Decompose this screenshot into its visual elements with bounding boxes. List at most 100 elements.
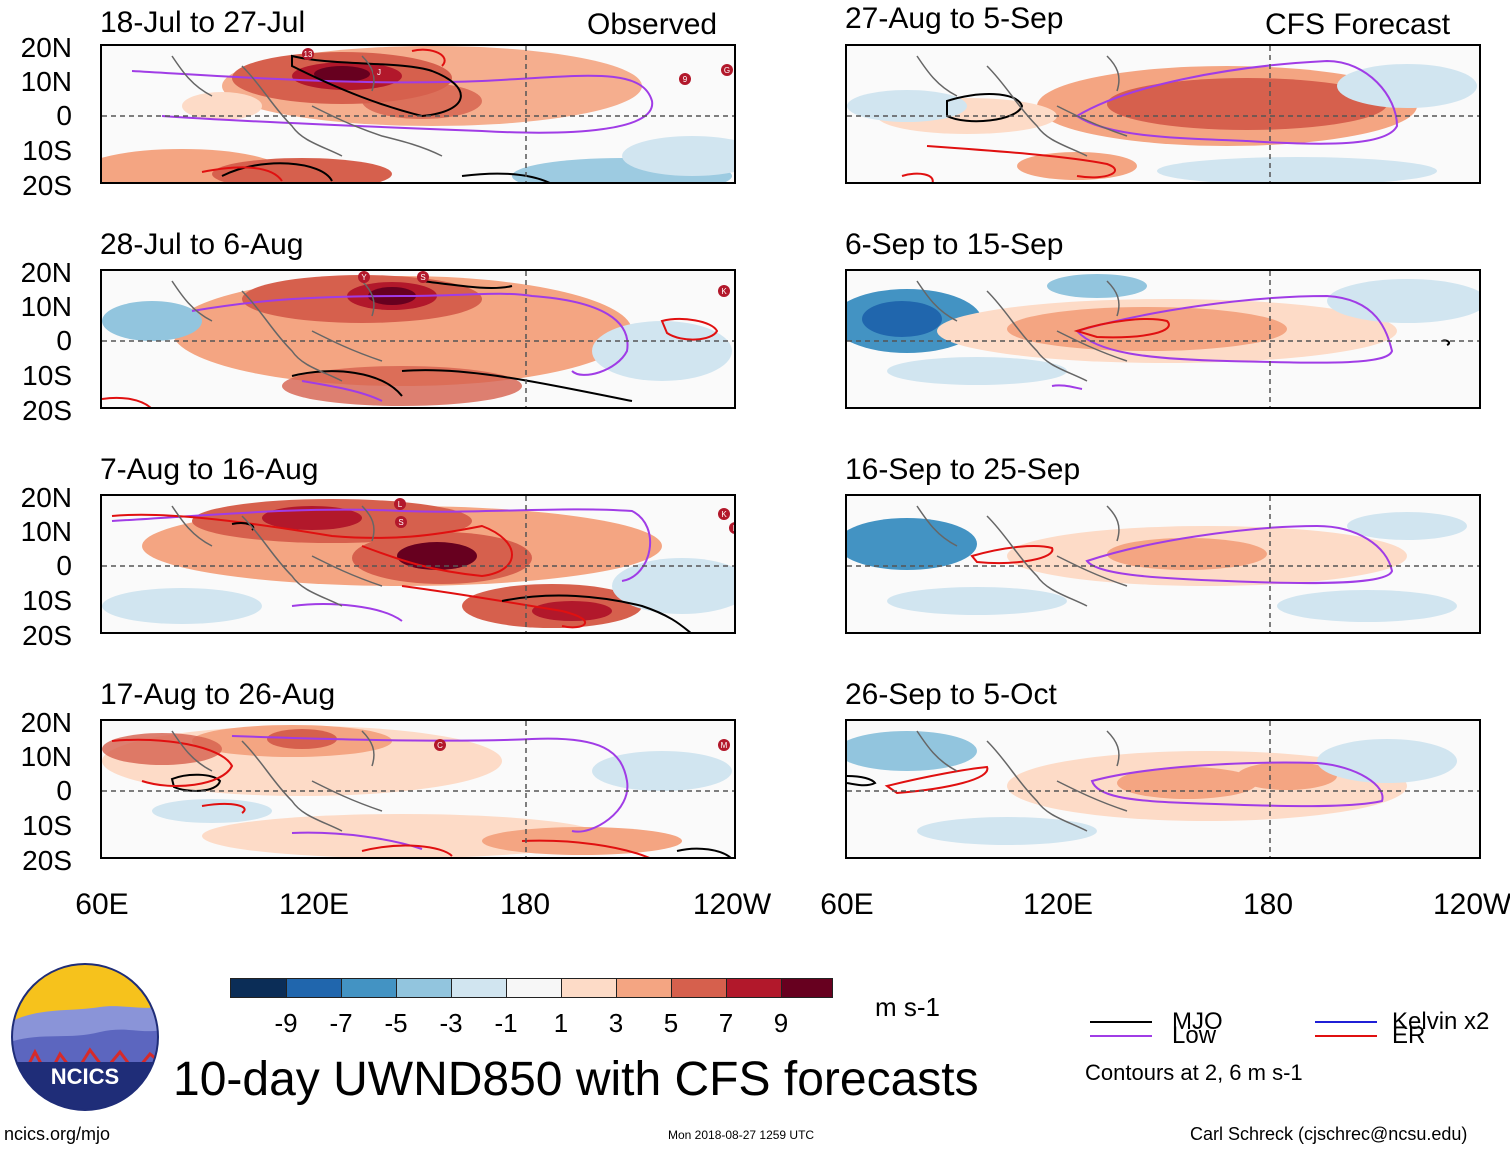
colorbar-label: -1 <box>494 1008 518 1038</box>
colorbar-swatch-6 <box>506 978 562 998</box>
lon-label-120w: 120W <box>692 888 772 921</box>
svg-text:S: S <box>398 518 403 527</box>
footer-author: Carl Schreck (cjschrec@ncsu.edu) <box>1190 1124 1468 1144</box>
footer-timestamp: Mon 2018-08-27 1259 UTC <box>668 1128 815 1142</box>
lat-label-0: 0 <box>56 775 72 806</box>
forecast-map-panel-4 <box>845 719 1481 859</box>
colorbar-swatch-3 <box>341 978 397 998</box>
storm-marker-13: 13 <box>302 48 314 60</box>
forecast-panel-4-title: 26-Sep to 5-Oct <box>845 678 1057 711</box>
svg-text:J: J <box>377 68 381 77</box>
storm-marker-c: C <box>434 739 446 751</box>
lat-label-20s: 20S <box>22 170 72 201</box>
colorbar-label: 7 <box>718 1008 734 1038</box>
legend-swatch-low <box>1090 1035 1152 1037</box>
lat-label-20n: 20N <box>20 32 72 63</box>
storm-marker-g: G <box>721 64 733 76</box>
lat-label-20s: 20S <box>22 620 72 651</box>
colorbar-label: 1 <box>553 1008 569 1038</box>
storm-marker-l: L <box>394 498 406 510</box>
colorbar-swatch-7 <box>561 978 617 998</box>
svg-text:L: L <box>733 524 736 533</box>
storm-marker-m: M <box>718 739 730 751</box>
observed-map-panel-2: Y S K <box>100 269 736 409</box>
colorbar-swatch-8 <box>616 978 672 998</box>
lat-label-10n: 10N <box>20 66 72 97</box>
lat-label-10n: 10N <box>20 516 72 547</box>
svg-text:K: K <box>721 287 727 296</box>
colorbar-label: -7 <box>329 1008 353 1038</box>
lat-label-10s: 10S <box>22 135 72 166</box>
colorbar-label: 9 <box>773 1008 789 1038</box>
ncics-logo: NCICS <box>10 962 160 1112</box>
legend-label-low: Low <box>1172 1022 1217 1049</box>
lat-label-10s: 10S <box>22 810 72 841</box>
lat-label-0: 0 <box>56 100 72 131</box>
colorbar-label: 3 <box>608 1008 624 1038</box>
lat-label-0: 0 <box>56 550 72 581</box>
legend-label-mjo: MJO <box>1172 1008 1223 1035</box>
storm-marker-j: J <box>373 66 385 78</box>
svg-text:13: 13 <box>304 50 313 59</box>
legend-contour-note: Contours at 2, 6 m s-1 <box>1085 1060 1303 1085</box>
observed-label: Observed <box>587 8 718 41</box>
forecast-map-panel-1 <box>845 44 1481 184</box>
lat-label-20n: 20N <box>20 482 72 513</box>
colorbar-label: 5 <box>663 1008 679 1038</box>
legend-label-er: ER <box>1392 1022 1426 1049</box>
lat-label-10n: 10N <box>20 291 72 322</box>
colorbar-swatch-4 <box>396 978 452 998</box>
lon-label-120w: 120W <box>1433 890 1510 920</box>
lat-label-0: 0 <box>56 325 72 356</box>
footer-url[interactable]: ncics.org/mjo <box>4 1124 111 1144</box>
observed-panel-2-title: 28-Jul to 6-Aug <box>100 228 304 261</box>
legend-swatch-er <box>1315 1035 1377 1037</box>
colorbar-swatch-10 <box>726 978 782 998</box>
svg-text:S: S <box>420 273 425 282</box>
lat-label-20s: 20S <box>22 395 72 426</box>
svg-text:G: G <box>724 66 730 75</box>
forecast-map-panel-3 <box>845 494 1481 634</box>
storm-marker-s: S <box>417 271 429 283</box>
lat-label-10s: 10S <box>22 585 72 616</box>
storm-marker-k: K <box>718 508 730 520</box>
lat-label-20n: 20N <box>20 257 72 288</box>
main-title: 10-day UWND850 with CFS forecasts <box>173 1053 979 1106</box>
colorbar-swatch-5 <box>451 978 507 998</box>
legend-label-kelvin: Kelvin x2 <box>1392 1008 1490 1035</box>
observed-map-panel-4: C M <box>100 719 736 859</box>
storm-marker-l2: L <box>729 522 736 534</box>
svg-text:9: 9 <box>683 75 688 84</box>
observed-panel-3-title: 7-Aug to 16-Aug <box>100 453 319 486</box>
storm-marker-s: S <box>395 516 407 528</box>
lat-label-20n: 20N <box>20 707 72 738</box>
observed-map-panel-3: L S K L <box>100 494 736 634</box>
colorbar-swatch-1 <box>230 978 287 998</box>
forecast-panel-2-title: 6-Sep to 15-Sep <box>845 228 1064 261</box>
lat-label-10s: 10S <box>22 360 72 391</box>
observed-map-panel-1: 13 J 9 G <box>100 44 736 184</box>
svg-text:C: C <box>437 741 443 750</box>
svg-text:NCICS: NCICS <box>51 1064 119 1089</box>
forecast-label: CFS Forecast <box>1265 8 1451 41</box>
colorbar-label: -3 <box>439 1008 463 1038</box>
svg-text:M: M <box>721 741 728 750</box>
observed-panel-1-title: 18-Jul to 27-Jul <box>100 6 306 39</box>
lat-label-10n: 10N <box>20 741 72 772</box>
colorbar-label: -5 <box>384 1008 408 1038</box>
lon-label-120e: 120E <box>1022 888 1094 921</box>
forecast-map-panel-2 <box>845 269 1481 409</box>
forecast-panel-3-title: 16-Sep to 25-Sep <box>845 453 1081 486</box>
colorbar-swatch-9 <box>671 978 727 998</box>
svg-text:K: K <box>721 510 727 519</box>
svg-text:Y: Y <box>361 273 367 282</box>
colorbar-swatch-11 <box>781 978 833 998</box>
forecast-panel-1-title: 27-Aug to 5-Sep <box>845 2 1064 35</box>
svg-text:L: L <box>398 500 403 509</box>
colorbar-label: -9 <box>274 1008 298 1038</box>
storm-marker-9: 9 <box>679 73 691 85</box>
legend-swatch-mjo <box>1090 1021 1152 1023</box>
lon-label-60e: 60E <box>75 888 129 921</box>
lat-label-20s: 20S <box>22 845 72 876</box>
colorbar-swatch-2 <box>286 978 342 998</box>
